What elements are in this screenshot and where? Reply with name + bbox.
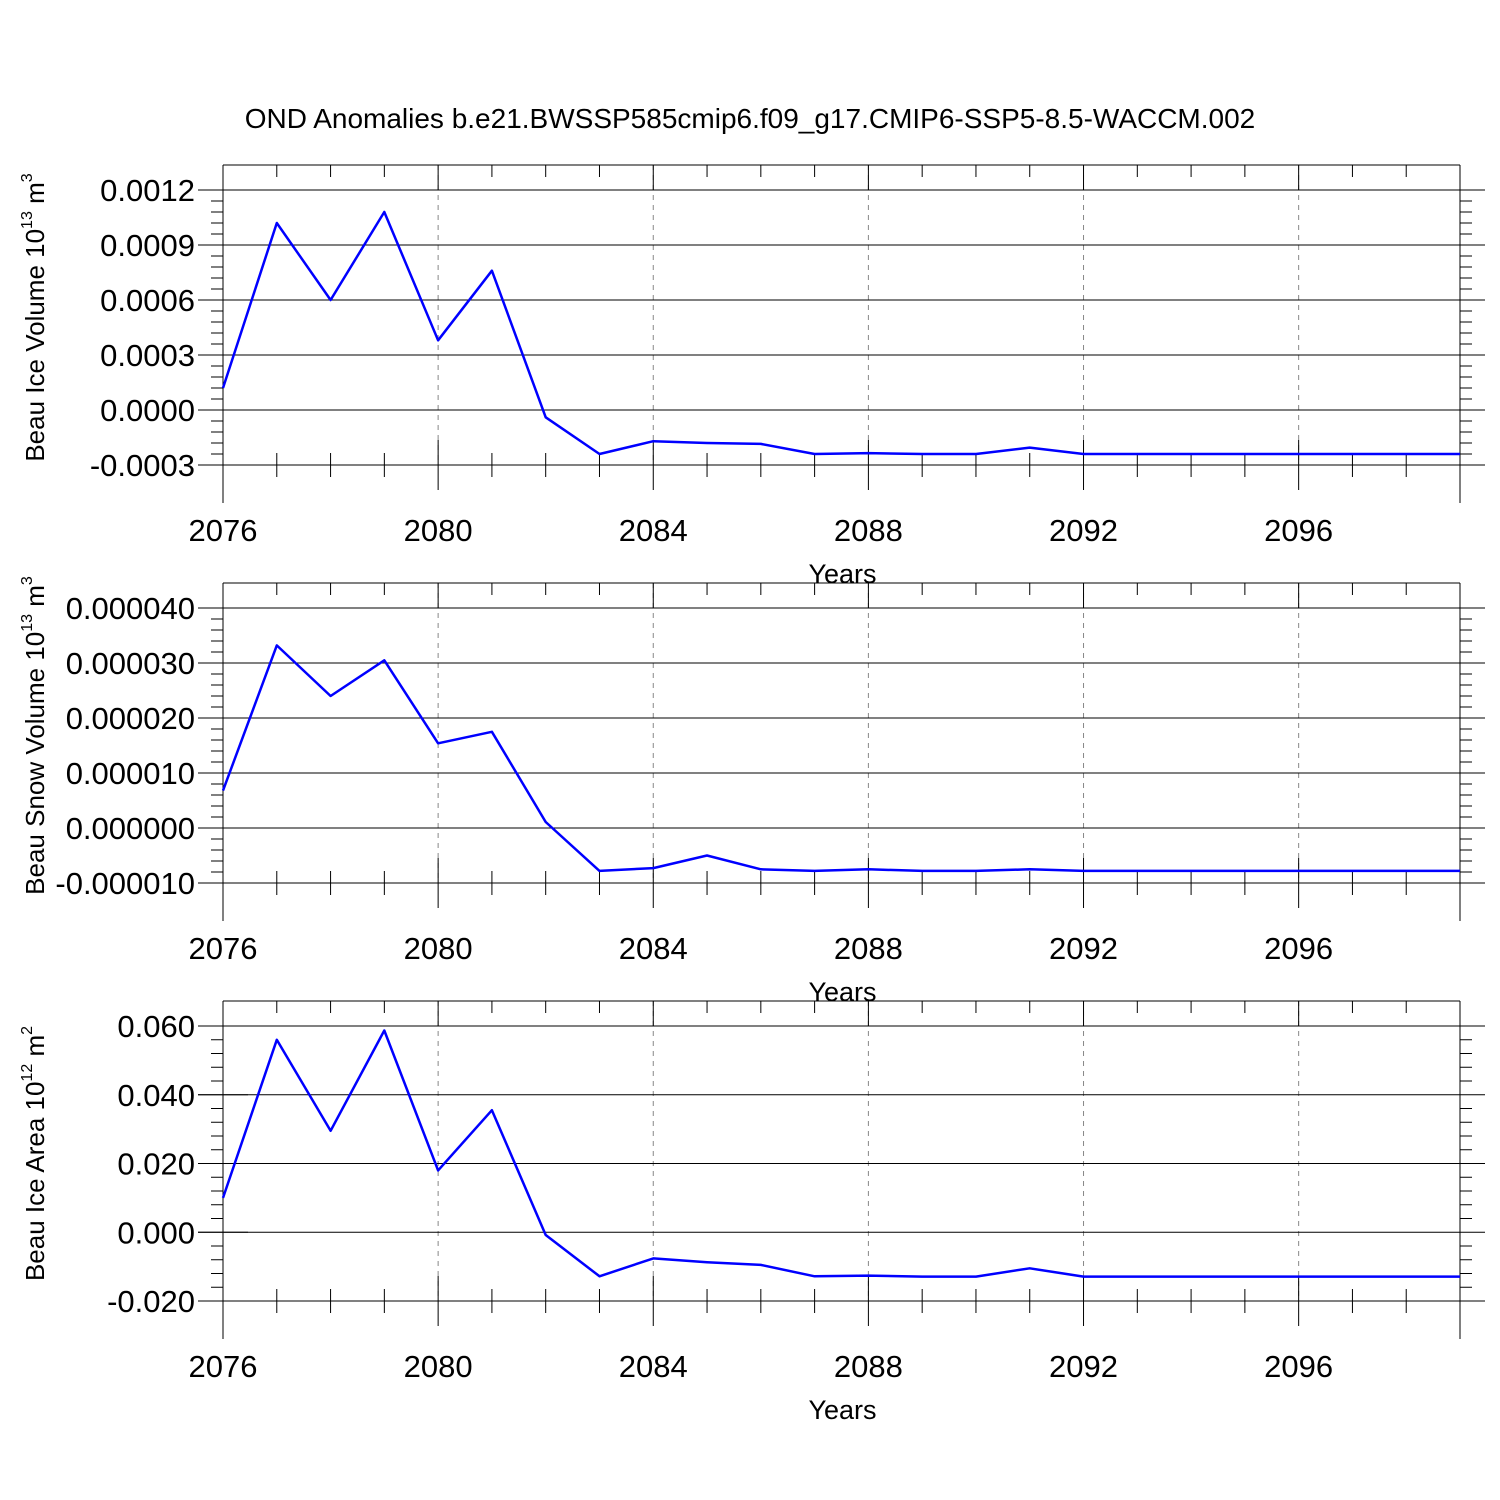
y-tick-label: 0.000040 bbox=[66, 591, 195, 626]
y-tick-label: 0.0003 bbox=[100, 338, 195, 373]
y-label-unit_exp: 3 bbox=[19, 576, 36, 585]
y-label-unit_exp: 3 bbox=[19, 173, 36, 182]
x-tick-label: 2096 bbox=[1264, 931, 1333, 966]
panel-snow-volume: -0.000010 0.000000 0.000010 0.000020 0.00003… bbox=[19, 576, 1485, 1007]
y-label-main: Beau Snow Volume 10 bbox=[20, 632, 50, 895]
y-tick-label: 0.0006 bbox=[100, 283, 195, 318]
panel-ice-volume: -0.0003 0.0000 0.0003 0.0006 0.0009 0.0012 207… bbox=[19, 164, 1485, 589]
y-tick-label: 0.0012 bbox=[100, 173, 195, 208]
x-tick-label: 2088 bbox=[834, 931, 903, 966]
y-tick-label: 0.000010 bbox=[66, 756, 195, 791]
x-tick-label: 2084 bbox=[619, 931, 688, 966]
y-axis-label: Beau Snow Volume 1013 m3 bbox=[19, 576, 50, 895]
y-tick-label: -0.0003 bbox=[90, 448, 195, 483]
x-tick-label: 2076 bbox=[189, 513, 258, 548]
series-line bbox=[221, 1029, 1460, 1278]
y-tick-label: 0.0009 bbox=[100, 228, 195, 263]
x-axis-label: Years bbox=[808, 559, 876, 589]
x-tick-label: 2076 bbox=[189, 1349, 258, 1384]
x-tick-label: 2088 bbox=[834, 513, 903, 548]
panels: -0.00030.00000.00030.00060.00090.0012207… bbox=[19, 164, 1485, 1425]
y-label-exp: 12 bbox=[19, 1064, 36, 1082]
panel-ice-area: -0.020 0.000 0.020 0.040 0.060 2076 2080 2084 20… bbox=[19, 1000, 1485, 1425]
x-tick-label: 2084 bbox=[619, 513, 688, 548]
y-tick-label: 0.000000 bbox=[66, 811, 195, 846]
x-tick-label: 2080 bbox=[404, 1349, 473, 1384]
y-tick-label: 0.000020 bbox=[66, 701, 195, 736]
y-label-unit: m bbox=[20, 182, 50, 211]
x-tick-label: 2084 bbox=[619, 1349, 688, 1384]
y-tick-label: 0.020 bbox=[117, 1147, 195, 1182]
x-tick-label: 2080 bbox=[404, 931, 473, 966]
y-tick-label: 0.060 bbox=[117, 1009, 195, 1044]
y-label-main: Beau Ice Volume 10 bbox=[20, 229, 50, 462]
y-tick-label: -0.020 bbox=[107, 1284, 195, 1319]
x-tick-label: 2092 bbox=[1049, 1349, 1118, 1384]
x-tick-label: 2092 bbox=[1049, 513, 1118, 548]
y-tick-label: 0.040 bbox=[117, 1078, 195, 1113]
x-axis-label: Years bbox=[808, 977, 876, 1007]
series-line bbox=[221, 210, 1460, 456]
y-tick-label: 0.000030 bbox=[66, 646, 195, 681]
x-tick-label: 2088 bbox=[834, 1349, 903, 1384]
y-label-unit: m bbox=[20, 1035, 50, 1064]
series-line bbox=[221, 644, 1460, 873]
y-label-exp: 13 bbox=[19, 614, 36, 632]
y-axis-label: Beau Ice Area 1012 m2 bbox=[19, 1026, 50, 1281]
y-tick-label: 0.000 bbox=[117, 1215, 195, 1250]
y-tick-label: 0.0000 bbox=[100, 393, 195, 428]
x-tick-label: 2096 bbox=[1264, 1349, 1333, 1384]
x-tick-label: 2080 bbox=[404, 513, 473, 548]
y-axis-label: Beau Ice Volume 1013 m3 bbox=[19, 173, 50, 461]
y-label-exp: 13 bbox=[19, 211, 36, 229]
chart-title: OND Anomalies b.e21.BWSSP585cmip6.f09_g1… bbox=[245, 103, 1256, 134]
x-tick-label: 2076 bbox=[189, 931, 258, 966]
x-tick-label: 2092 bbox=[1049, 931, 1118, 966]
y-label-main: Beau Ice Area 10 bbox=[20, 1082, 50, 1281]
y-tick-label: -0.000010 bbox=[55, 866, 195, 901]
x-axis-label: Years bbox=[808, 1395, 876, 1425]
x-tick-label: 2096 bbox=[1264, 513, 1333, 548]
y-label-unit: m bbox=[20, 585, 50, 614]
y-label-unit_exp: 2 bbox=[19, 1026, 36, 1035]
